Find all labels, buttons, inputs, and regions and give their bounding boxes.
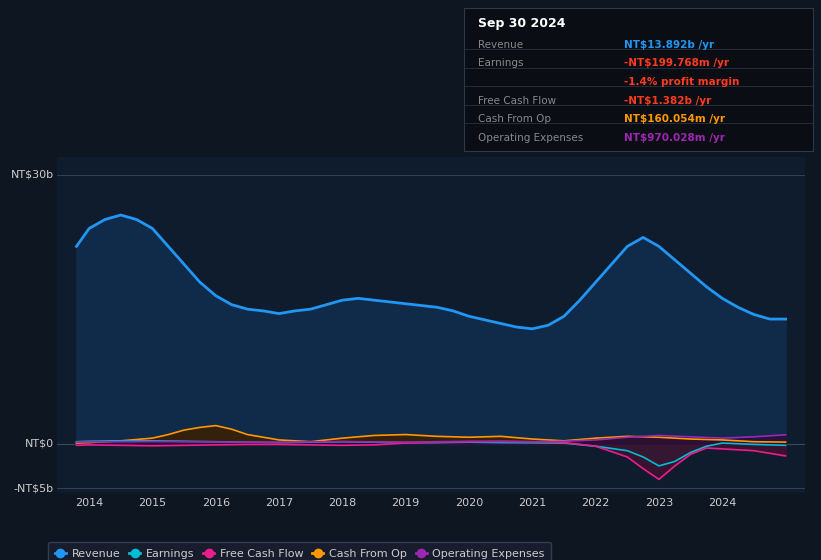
Text: Operating Expenses: Operating Expenses (478, 133, 583, 143)
Text: Earnings: Earnings (478, 58, 523, 68)
Text: -1.4% profit margin: -1.4% profit margin (624, 77, 740, 87)
Text: Cash From Op: Cash From Op (478, 114, 551, 124)
Text: Sep 30 2024: Sep 30 2024 (478, 17, 566, 30)
Text: -NT$1.382b /yr: -NT$1.382b /yr (624, 96, 712, 105)
Text: NT$160.054m /yr: NT$160.054m /yr (624, 114, 726, 124)
Text: NT$970.028m /yr: NT$970.028m /yr (624, 133, 725, 143)
Text: NT$30b: NT$30b (11, 170, 53, 180)
Text: Revenue: Revenue (478, 40, 523, 50)
Text: -NT$5b: -NT$5b (14, 483, 53, 493)
Text: -NT$199.768m /yr: -NT$199.768m /yr (624, 58, 729, 68)
Text: NT$13.892b /yr: NT$13.892b /yr (624, 40, 714, 50)
Text: NT$0: NT$0 (25, 438, 53, 449)
Legend: Revenue, Earnings, Free Cash Flow, Cash From Op, Operating Expenses: Revenue, Earnings, Free Cash Flow, Cash … (48, 542, 552, 560)
Text: Free Cash Flow: Free Cash Flow (478, 96, 556, 105)
